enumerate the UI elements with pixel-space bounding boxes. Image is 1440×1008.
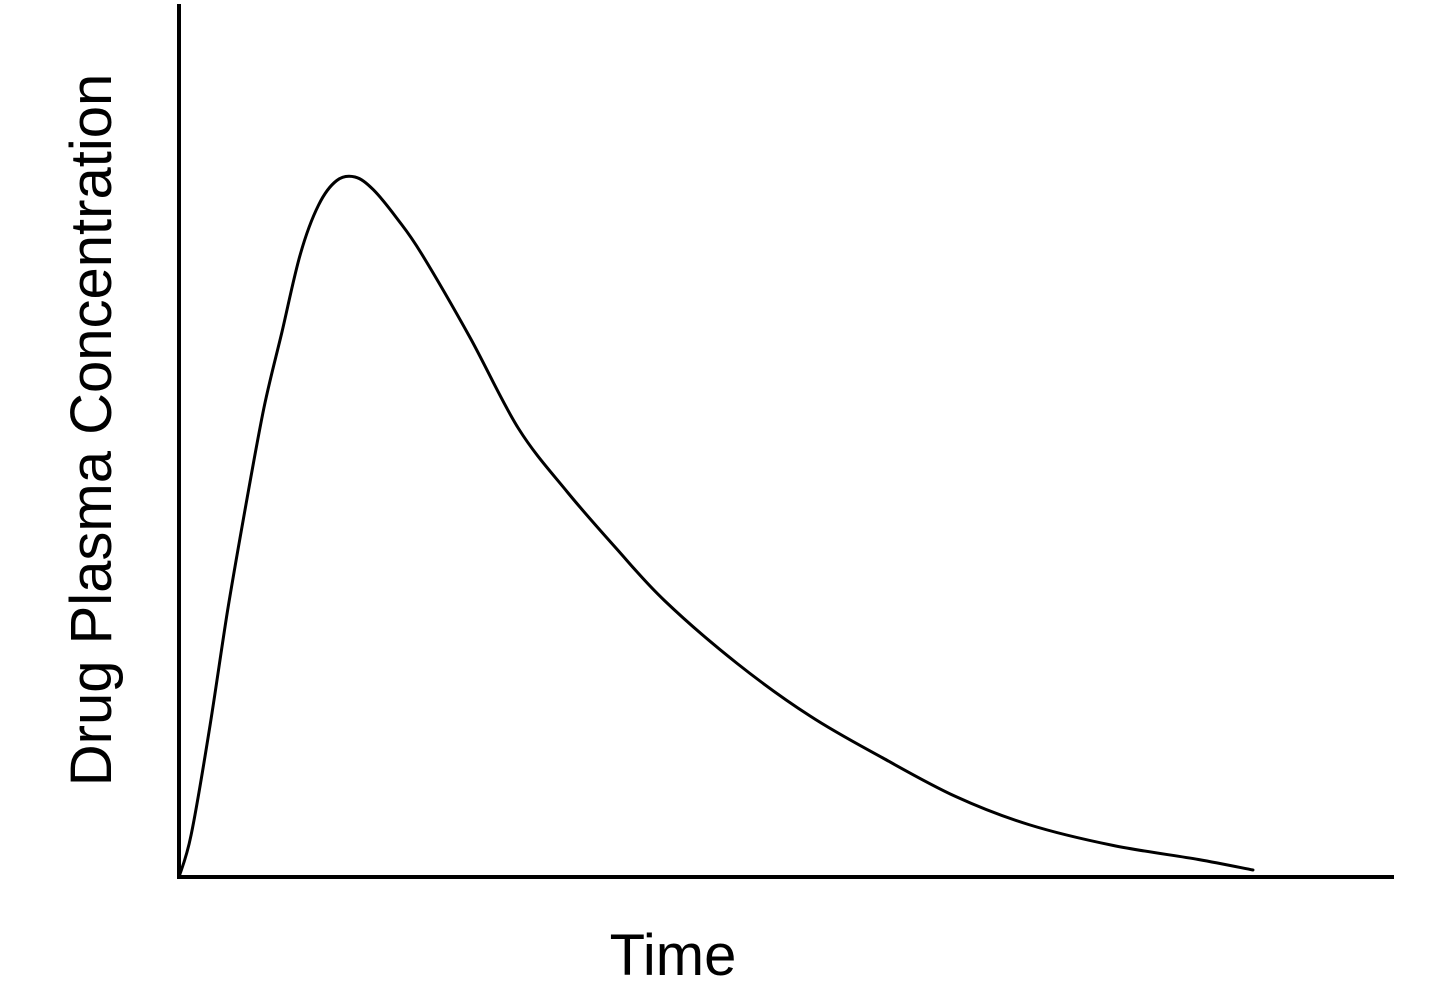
chart-title: Pharmacokinetics — [430, 0, 935, 8]
concentration-curve — [177, 174, 1255, 879]
y-axis-label: Drug Plasma Concentration — [59, 74, 124, 786]
x-axis-label: Time — [610, 923, 737, 988]
